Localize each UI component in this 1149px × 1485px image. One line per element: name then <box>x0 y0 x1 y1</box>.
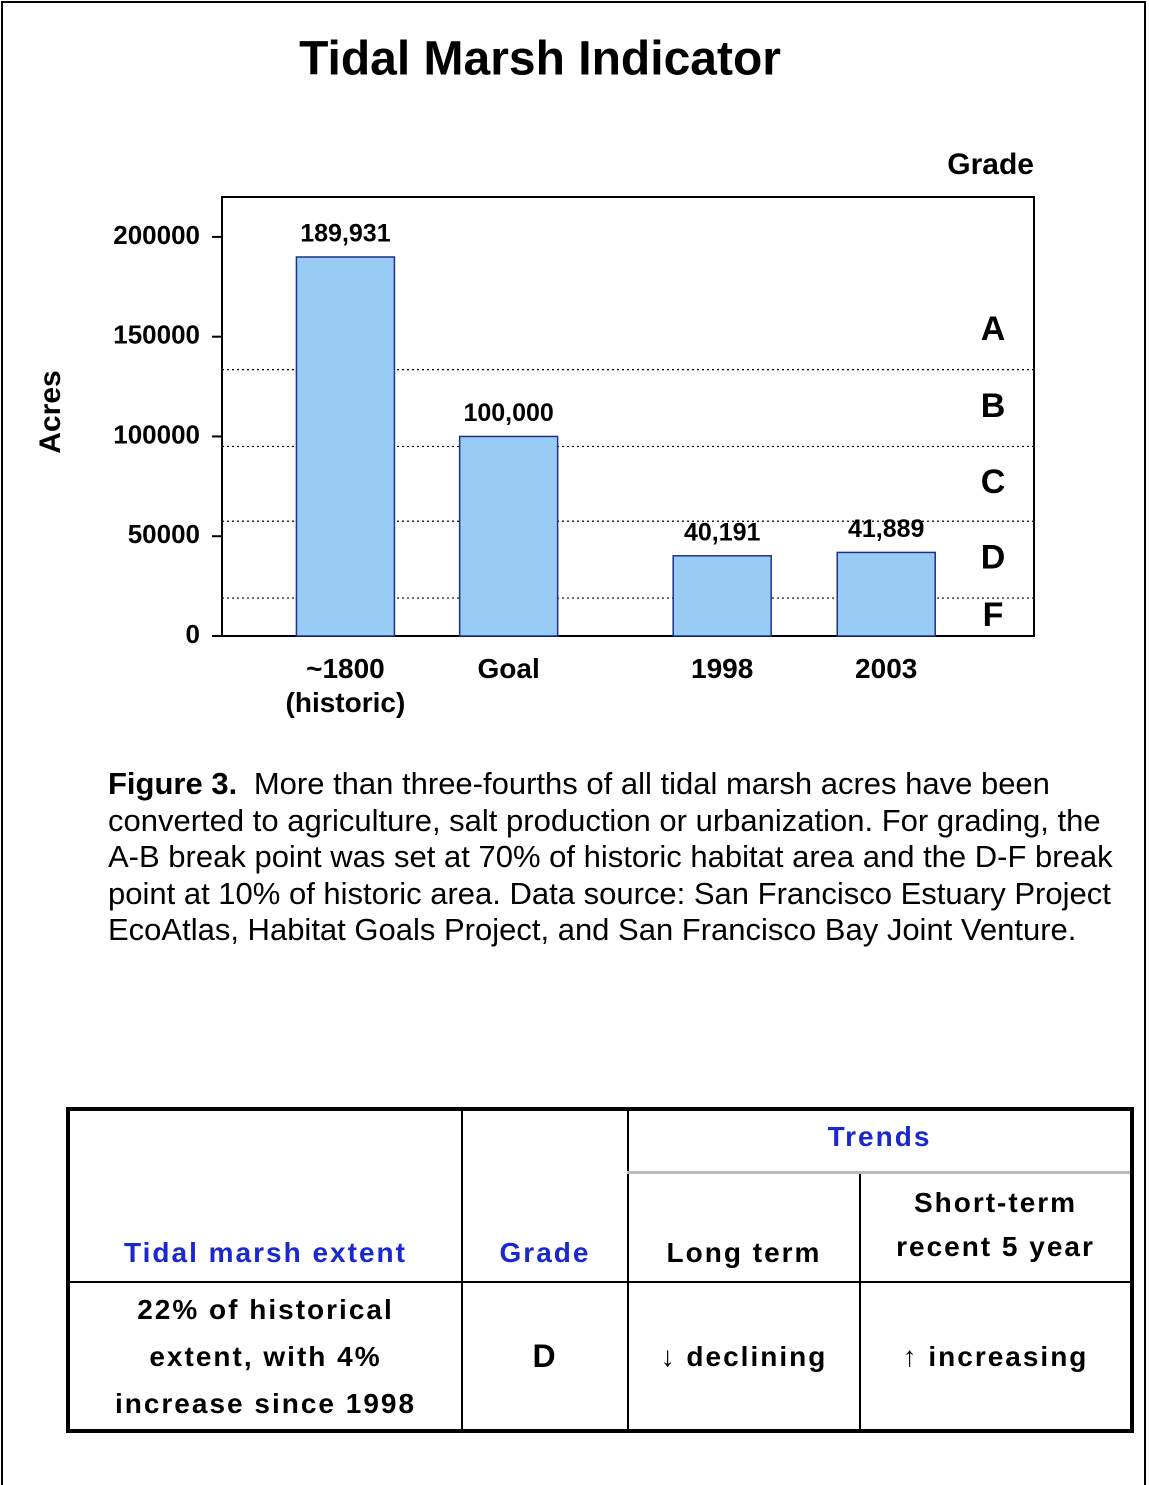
header-cell: Long term <box>627 1172 861 1284</box>
y-tick-label: 150000 <box>113 320 200 350</box>
caption-label: Figure 3. <box>108 766 238 801</box>
cell: D <box>461 1281 629 1432</box>
chart: Tidal Marsh Indicator Grade Acres 0 50000… <box>34 33 1035 649</box>
x-tick-label: ~1800 (historic) <box>285 653 406 718</box>
plot-frame <box>221 196 1035 637</box>
bar <box>836 551 936 637</box>
x-tick-label: 2003 <box>855 653 918 684</box>
bar <box>672 555 772 637</box>
grade-label: A <box>981 310 1006 348</box>
grade-table: Tidal marsh extent Grade Trends Long ter… <box>66 1107 1134 1433</box>
chart-title: Tidal Marsh Indicator <box>299 33 781 86</box>
cell: ↑ increasing <box>859 1281 1133 1432</box>
grade-label: B <box>981 387 1006 425</box>
y-tick-label: 50000 <box>128 519 200 549</box>
grade-label: C <box>981 463 1006 501</box>
header-cell: Short-term recent 5 year <box>859 1172 1133 1284</box>
bar <box>295 256 396 637</box>
x-tick-label: 1998 <box>691 653 754 684</box>
caption-text: More than three-fourths of all tidal mar… <box>108 766 1113 948</box>
grade-label: F <box>983 596 1004 634</box>
y-tick-label: 100000 <box>113 419 200 449</box>
header-cell: Grade <box>461 1107 629 1284</box>
caption: Figure 3. More than three-fourths of all… <box>108 766 1118 949</box>
header-cell: Trends <box>627 1108 1133 1174</box>
grade-title: Grade <box>947 148 1034 181</box>
cell: ↓ declining <box>627 1281 861 1432</box>
header-cell: Tidal marsh extent <box>67 1107 463 1284</box>
value-label: 41,889 <box>848 515 924 543</box>
y-tick-label: 0 <box>186 619 200 649</box>
grade-label: D <box>981 539 1006 577</box>
cell: 22% of historical extent, with 4% increa… <box>67 1281 463 1432</box>
value-label: 100,000 <box>463 399 553 427</box>
y-tick-label: 200000 <box>113 220 200 250</box>
y-axis-label: Acres <box>34 370 67 453</box>
value-label: 189,931 <box>300 220 390 248</box>
bar <box>458 435 559 637</box>
x-tick-label: Goal <box>477 653 540 684</box>
value-label: 40,191 <box>684 518 761 546</box>
